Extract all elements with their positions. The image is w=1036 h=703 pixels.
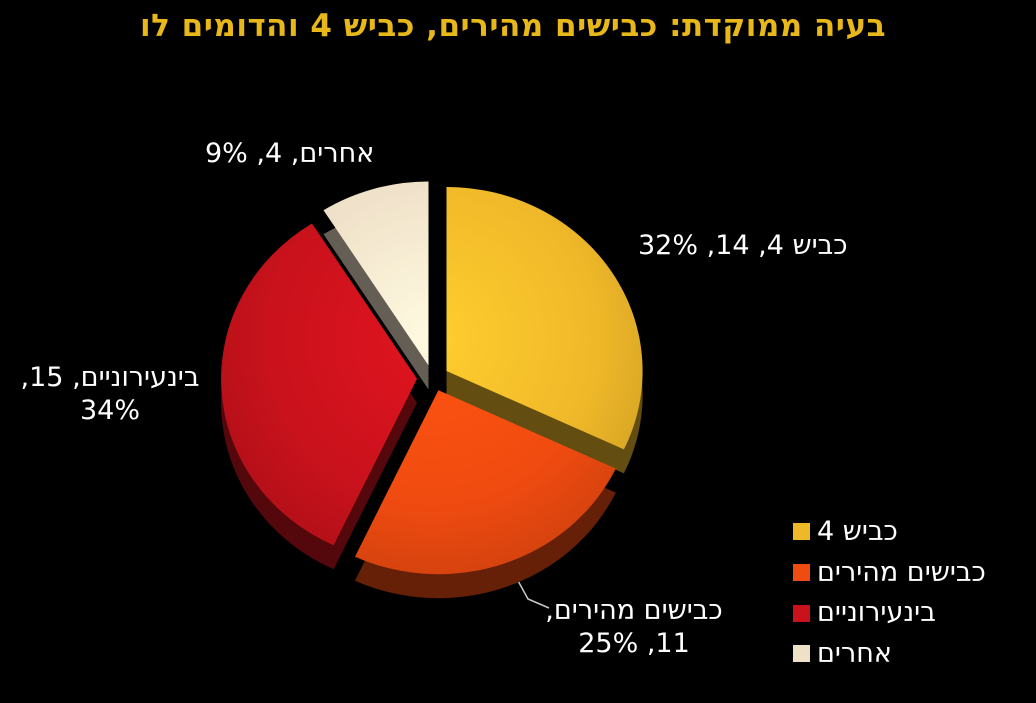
pie-slice-1	[355, 390, 616, 575]
slice-callout-intercity: בינעירוניים, 15, 34%	[20, 362, 200, 426]
legend-swatch-highways	[793, 564, 810, 582]
slice-callout-kvish-4: כביש 4, 14, 32%	[638, 230, 848, 261]
slice-callout-highways: כבישים מהירים, 11, 25%	[545, 595, 723, 659]
legend-label-intercity: בינעירוניים	[817, 597, 936, 629]
slice-callout-others: אחרים, 4, 9%	[205, 138, 375, 169]
legend-item-kvish-4: כביש 4	[793, 517, 986, 547]
legend-swatch-kvish-4	[793, 523, 810, 541]
legend-label-others: אחרים	[817, 638, 892, 670]
legend-item-intercity: בינעירוניים	[793, 598, 986, 628]
chart-legend: כביש 4 כבישים מהירים בינעירוניים אחרים	[793, 517, 986, 669]
pie-slice-0	[446, 186, 643, 450]
pie-slice-2	[221, 223, 417, 546]
legend-item-highways: כבישים מהירים	[793, 556, 986, 588]
legend-swatch-others	[793, 645, 810, 663]
chart-title: בעיה ממוקדת: כבישים מהירים, כביש 4 והדומ…	[139, 8, 886, 44]
legend-item-others: אחרים	[793, 639, 986, 669]
pie-slice-3	[323, 181, 429, 366]
legend-label-highways: כבישים מהירים	[817, 556, 986, 588]
legend-label-kvish-4: כביש 4	[817, 516, 898, 547]
legend-swatch-intercity	[793, 604, 810, 622]
